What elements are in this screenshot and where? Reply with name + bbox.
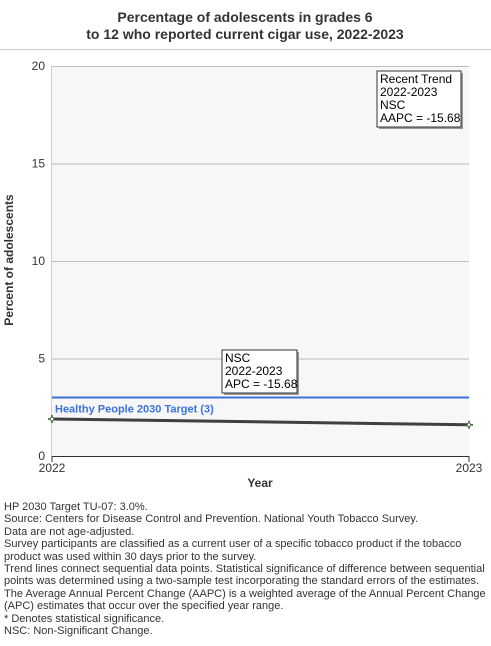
footnotes: HP 2030 Target TU-07: 3.0%. Source: Cent… [4, 501, 490, 637]
annotation-box [376, 70, 462, 128]
chart-title: Percentage of adolescents in grades 6 to… [86, 9, 404, 42]
target-label: Healthy People 2030 Target (3) [55, 404, 214, 416]
x-axis-label: Year [247, 476, 273, 490]
x-tick-label: 2022 [39, 461, 66, 475]
footnote-target: HP 2030 Target TU-07: 3.0%. [4, 501, 148, 513]
series-group [48, 414, 473, 429]
chart: Percentage of adolescents in grades 6 to… [0, 9, 491, 490]
y-tick-label: 20 [32, 59, 46, 73]
x-tick-label: 2023 [456, 461, 483, 475]
annotation-line: APC = -15.68 [225, 377, 298, 391]
y-tick-label: 10 [32, 254, 46, 268]
annotation-line: NSC [225, 351, 251, 365]
footnote-nsc: NSC: Non-Significant Change. [4, 625, 153, 638]
footnote-age-adjusted: Data are not age-adjusted. [4, 525, 135, 538]
annotation-line: NSC [380, 98, 406, 112]
annotation-line: 2022-2023 [225, 364, 283, 378]
y-axis-ticks: 0 5 10 15 20 [32, 59, 46, 463]
y-tick-label: 15 [32, 157, 46, 171]
footnote-significance: * Denotes statistical significance. [4, 612, 165, 625]
footnote-source: Source: Centers for Disease Control and … [4, 513, 419, 526]
footnote-trend-lines: Trend lines connect sequential data poin… [4, 563, 485, 588]
y-axis-label: Percent of adolescents [2, 194, 16, 326]
annotation-box [221, 349, 298, 394]
y-tick-label: 0 [38, 449, 45, 463]
annotation-line: Recent Trend [380, 72, 452, 86]
y-tick-label: 5 [38, 352, 45, 366]
annotation-line: 2022-2023 [380, 85, 438, 99]
footnote-aapc: The Average Annual Percent Change (AAPC)… [4, 587, 486, 613]
data-point[interactable] [465, 420, 473, 429]
x-axis-ticks: 2022 2023 [39, 456, 483, 475]
series-line [51, 417, 470, 427]
data-point[interactable] [48, 414, 56, 423]
footnote-definition: Survey participants are classified as a … [4, 538, 462, 563]
chart-title-line-1: Percentage of adolescents in grades 6 [117, 9, 372, 25]
chart-title-line-2: to 12 who reported current cigar use, 20… [86, 26, 404, 42]
annotation-line: AAPC = -15.68 [380, 111, 461, 125]
